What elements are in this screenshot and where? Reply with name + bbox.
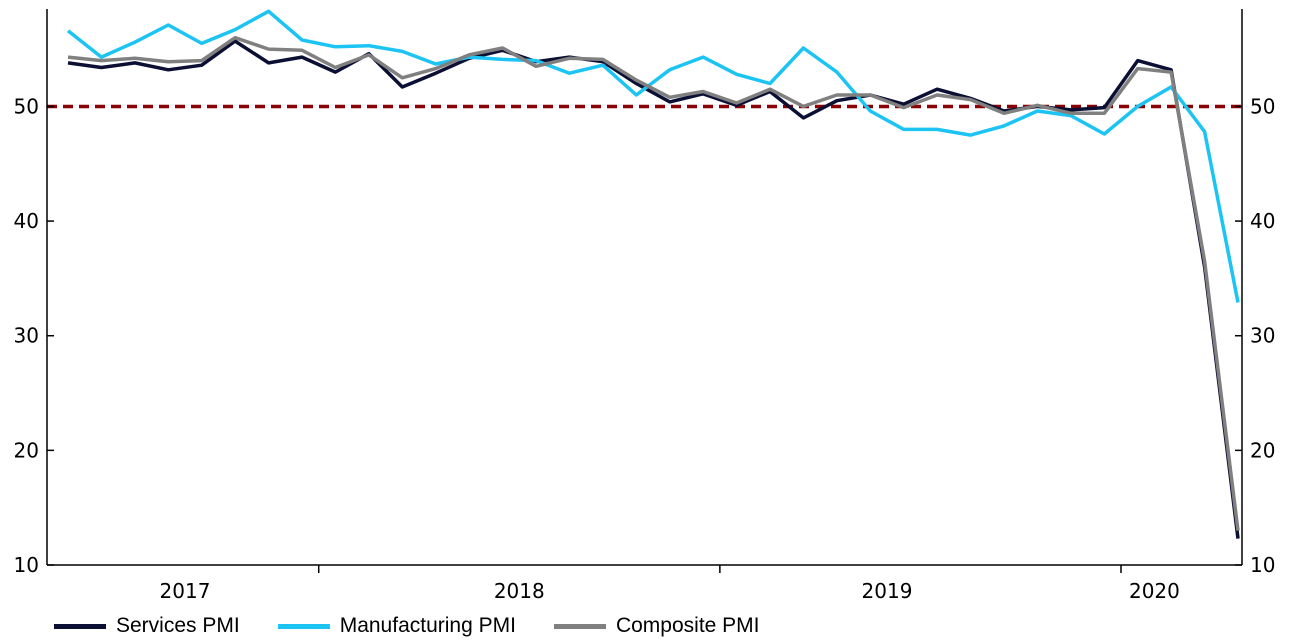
manufacturing-pmi-line [66,9,1240,303]
y-tick-label-left: 50 [14,94,39,118]
y-tick-label-right: 50 [1250,94,1275,118]
x-tick-label: 2018 [494,579,545,603]
legend-swatch-manufacturing [277,623,330,629]
composite-pmi-line [67,35,1240,531]
legend-label-services: Services PMI [116,614,240,637]
y-tick-label-left: 10 [14,553,39,577]
legend-label-composite: Composite PMI [615,614,760,637]
x-tick-label: 2019 [862,579,913,603]
legend-swatch-services [54,623,106,629]
legend: Services PMI Manufacturing PMI Composite… [54,614,760,638]
legend-label-manufacturing: Manufacturing PMI [339,614,516,637]
legend-item-composite: Composite PMI [553,614,760,638]
x-tick-label: 2017 [160,579,211,603]
y-tick-label-right: 40 [1250,209,1275,233]
legend-item-services: Services PMI [54,614,240,638]
series-layer [66,9,1240,539]
y-tick-label-left: 20 [14,438,39,462]
y-tick-label-left: 40 [14,209,39,233]
y-tick-label-right: 30 [1250,324,1275,348]
x-tick-label: 2020 [1129,579,1180,603]
y-tick-label-right: 20 [1250,438,1275,462]
y-tick-label-right: 10 [1250,553,1275,577]
legend-swatch-composite [553,623,606,629]
y-tick-label-left: 30 [14,324,39,348]
legend-item-manufacturing: Manufacturing PMI [277,614,516,638]
